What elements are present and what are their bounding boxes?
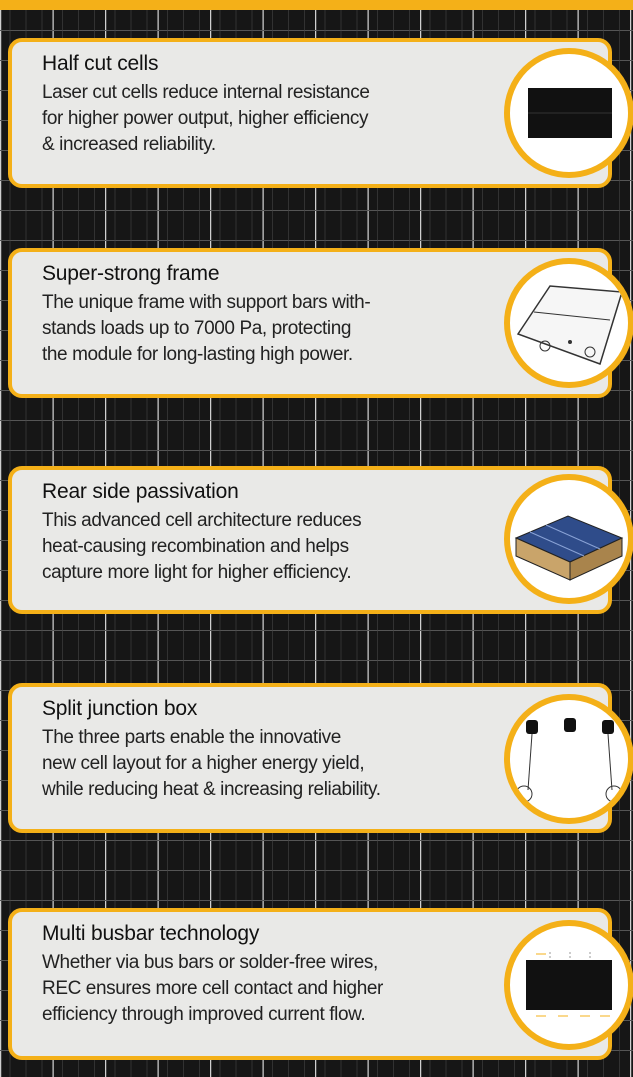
feature-icon <box>504 474 633 604</box>
passivation-icon <box>510 480 628 598</box>
frame-icon <box>510 264 628 382</box>
feature-icon <box>504 920 633 1050</box>
feature-icon <box>504 694 633 824</box>
junction-box-icon <box>510 700 628 818</box>
busbar-icon <box>510 926 628 1044</box>
half-cut-cell-icon <box>510 54 628 172</box>
feature-icon <box>504 258 633 388</box>
page: Half cut cells Laser cut cells reduce in… <box>0 0 633 1077</box>
feature-icon <box>504 48 633 178</box>
